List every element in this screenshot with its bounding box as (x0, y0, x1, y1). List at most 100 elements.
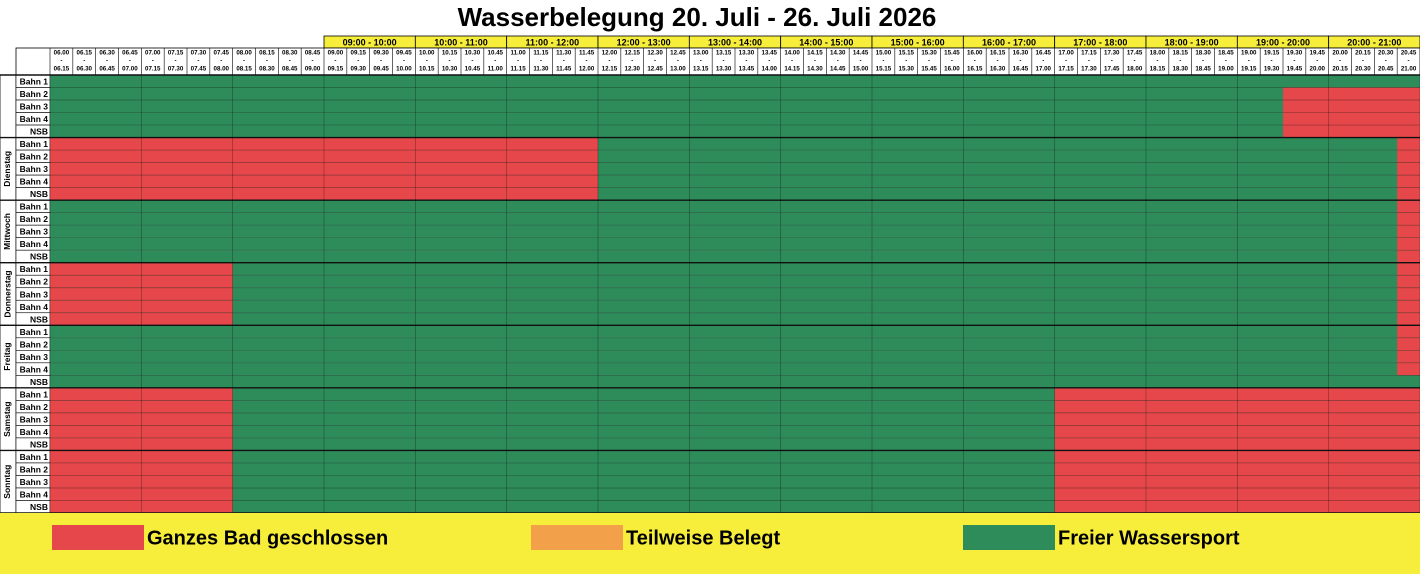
slot-end: 16.15 (967, 66, 983, 73)
closed-block (50, 400, 233, 413)
lane-label: Bahn 4 (20, 114, 49, 124)
slot-end: 07.15 (145, 66, 161, 73)
closed-block (1397, 350, 1420, 363)
slot-start: 15.30 (921, 50, 937, 57)
slot-end: 06.30 (77, 66, 93, 73)
slot-end: 17.30 (1081, 66, 1097, 73)
slot-sep: - (654, 58, 656, 65)
lane-label: Bahn 2 (20, 339, 49, 349)
hour-label: 16:00 - 17:00 (982, 37, 1036, 47)
slot-start: 15.15 (899, 50, 915, 57)
slot-sep: - (106, 58, 108, 65)
closed-block (1397, 362, 1420, 376)
slot-sep: - (1042, 58, 1044, 65)
hour-label: 09:00 - 10:00 (343, 37, 397, 47)
slot-end: 07.30 (168, 66, 184, 73)
closed-block (1397, 275, 1420, 288)
slot-end: 20.00 (1310, 66, 1326, 73)
slot-start: 18.15 (1173, 50, 1189, 57)
free-block (50, 87, 1420, 101)
slot-sep: - (60, 58, 62, 65)
slot-start: 09.15 (351, 50, 367, 57)
slot-start: 15.45 (944, 50, 960, 57)
slot-start: 09.45 (396, 50, 412, 57)
slot-start: 17.30 (1104, 50, 1120, 57)
closed-block (1054, 500, 1420, 513)
slot-sep: - (974, 58, 976, 65)
closed-block (1397, 175, 1420, 188)
slot-sep: - (471, 58, 473, 65)
closed-block (1397, 237, 1420, 251)
free-block (50, 225, 1420, 238)
slot-end: 15.45 (921, 66, 937, 73)
slot-end: 19.30 (1264, 66, 1280, 73)
slot-sep: - (1293, 58, 1295, 65)
closed-block (1397, 162, 1420, 176)
lane-label: Bahn 3 (20, 102, 49, 112)
slot-end: 14.45 (830, 66, 846, 73)
free-block (50, 212, 1420, 226)
slot-start: 12.30 (647, 50, 663, 57)
slot-sep: - (860, 58, 862, 65)
slot-start: 17.15 (1081, 50, 1097, 57)
slot-end: 13.45 (739, 66, 755, 73)
lane-label: NSB (30, 502, 48, 512)
slot-end: 08.15 (236, 66, 252, 73)
slot-end: 08.30 (259, 66, 275, 73)
hour-label: 13:00 - 14:00 (708, 37, 762, 47)
slot-sep: - (1385, 58, 1387, 65)
slot-sep: - (1362, 58, 1364, 65)
slot-end: 13.30 (716, 66, 732, 73)
slot-start: 09.30 (373, 50, 389, 57)
slot-start: 20.15 (1355, 50, 1371, 57)
slot-end: 16.45 (1013, 66, 1029, 73)
legend-bg (0, 513, 1420, 574)
closed-block (1283, 125, 1420, 138)
slot-start: 06.45 (122, 50, 138, 57)
slot-start: 11.00 (511, 50, 527, 57)
hour-label: 15:00 - 16:00 (891, 37, 945, 47)
slot-sep: - (882, 58, 884, 65)
legend-label: Freier Wassersport (1058, 527, 1240, 549)
slot-sep: - (586, 58, 588, 65)
free-block (50, 350, 1420, 363)
slot-end: 10.45 (465, 66, 481, 73)
lane-label: Bahn 2 (20, 402, 49, 412)
slot-start: 13.00 (693, 50, 709, 57)
slot-sep: - (83, 58, 85, 65)
slot-sep: - (197, 58, 199, 65)
legend-label: Teilweise Belegt (626, 527, 780, 549)
closed-block (1054, 437, 1420, 451)
slot-start: 17.00 (1058, 50, 1074, 57)
slot-start: 07.00 (145, 50, 161, 57)
slot-end: 16.00 (944, 66, 960, 73)
slot-sep: - (1316, 58, 1318, 65)
day-label: Samstag (2, 401, 12, 436)
slot-end: 09.15 (328, 66, 344, 73)
slot-sep: - (1202, 58, 1204, 65)
slot-start: 20.45 (1401, 50, 1417, 57)
slot-start: 13.45 (762, 50, 778, 57)
legend-swatch (52, 525, 144, 550)
slot-start: 20.00 (1332, 50, 1348, 57)
slot-start: 07.45 (214, 50, 230, 57)
slot-sep: - (1088, 58, 1090, 65)
slot-end: 20.15 (1332, 66, 1348, 73)
free-block (50, 275, 1420, 288)
slot-sep: - (1271, 58, 1273, 65)
lane-label: Bahn 2 (20, 277, 49, 287)
slot-sep: - (791, 58, 793, 65)
free-block (50, 337, 1420, 351)
closed-block (50, 487, 233, 501)
closed-block (50, 162, 598, 176)
slot-start: 10.45 (488, 50, 504, 57)
slot-start: 11.45 (579, 50, 595, 57)
lane-label: NSB (30, 377, 48, 387)
closed-block (50, 437, 233, 451)
closed-block (1054, 387, 1420, 401)
closed-block (1397, 250, 1420, 263)
slot-start: 07.15 (168, 50, 184, 57)
legend-label: Ganzes Bad geschlossen (147, 527, 388, 549)
legend-swatch (963, 525, 1055, 550)
